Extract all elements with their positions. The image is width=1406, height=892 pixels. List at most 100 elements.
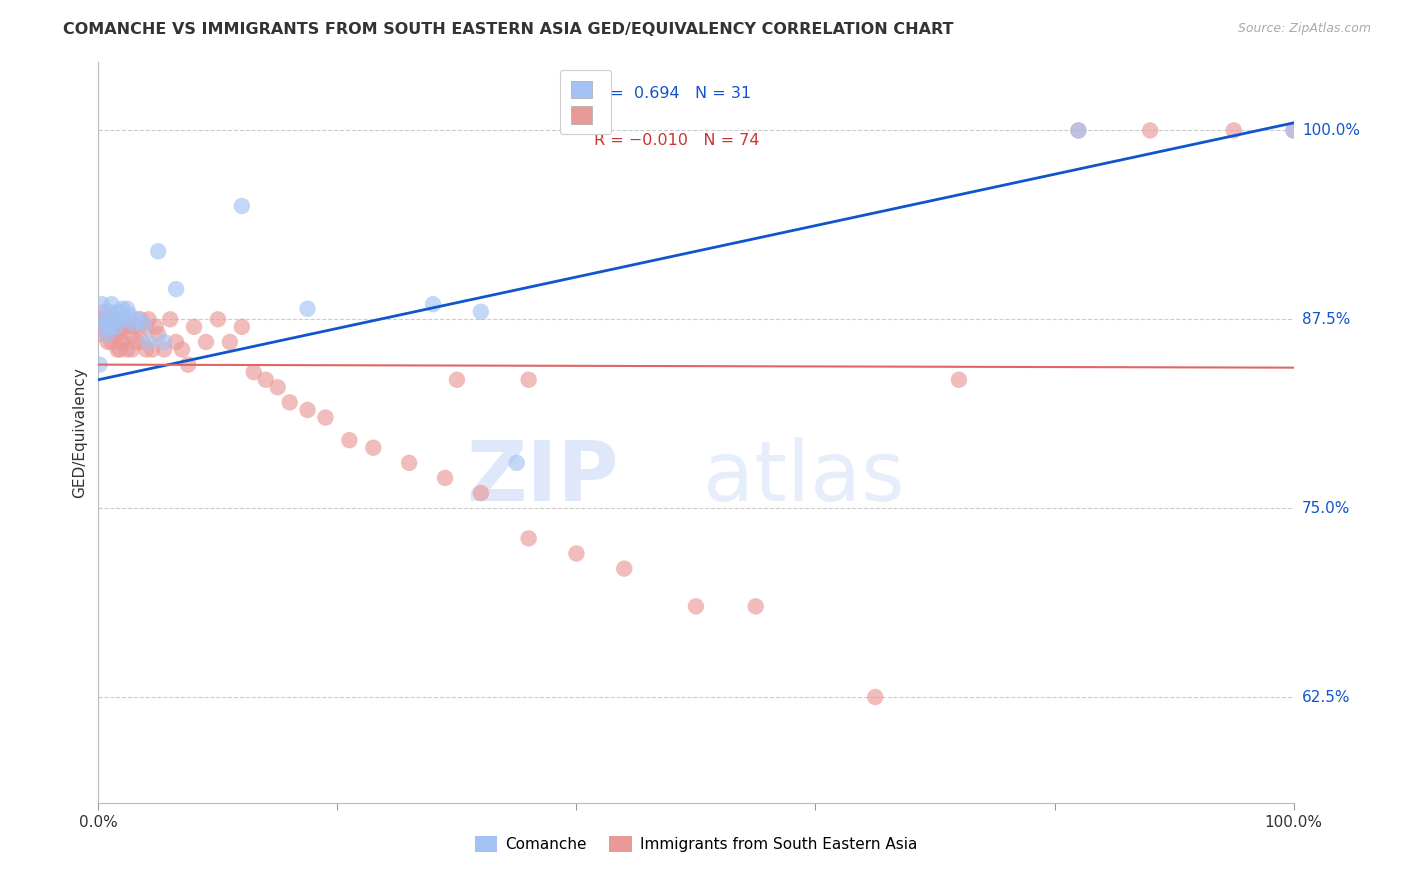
Point bbox=[138, 312, 160, 326]
Point bbox=[434, 471, 457, 485]
Point bbox=[107, 304, 129, 318]
Point bbox=[108, 343, 131, 357]
Point bbox=[117, 319, 139, 334]
Point bbox=[1067, 123, 1090, 137]
Point bbox=[111, 301, 134, 316]
Point bbox=[172, 343, 194, 357]
Point bbox=[107, 343, 129, 357]
Text: 100.0%: 100.0% bbox=[1302, 123, 1360, 138]
Point bbox=[422, 297, 444, 311]
Point bbox=[97, 319, 120, 334]
Point bbox=[98, 319, 122, 334]
Point bbox=[141, 343, 163, 357]
Point bbox=[93, 312, 115, 326]
Point bbox=[153, 343, 176, 357]
Point bbox=[165, 282, 187, 296]
Point bbox=[120, 327, 142, 342]
Point bbox=[98, 319, 122, 334]
Point bbox=[105, 327, 128, 342]
Point bbox=[138, 334, 160, 349]
Point bbox=[103, 319, 125, 334]
Text: ZIP: ZIP bbox=[465, 436, 619, 517]
Point bbox=[297, 301, 319, 316]
Point bbox=[91, 297, 114, 311]
Point bbox=[267, 380, 290, 394]
Point bbox=[91, 319, 114, 334]
Point bbox=[231, 319, 253, 334]
Point bbox=[94, 312, 117, 326]
Point bbox=[98, 312, 122, 326]
Point bbox=[1223, 123, 1246, 137]
Point bbox=[91, 319, 114, 334]
Point bbox=[948, 373, 970, 387]
Point bbox=[148, 244, 170, 259]
Point bbox=[105, 319, 128, 334]
Point bbox=[446, 373, 468, 387]
Point bbox=[129, 312, 152, 326]
Point bbox=[398, 456, 420, 470]
Point bbox=[96, 319, 118, 334]
Point bbox=[100, 297, 122, 311]
Point bbox=[565, 547, 588, 561]
Point bbox=[132, 317, 155, 331]
Point bbox=[219, 334, 242, 349]
Point bbox=[89, 327, 111, 342]
Point bbox=[148, 327, 170, 342]
Point bbox=[207, 312, 229, 326]
Point bbox=[243, 365, 266, 379]
Point bbox=[115, 343, 138, 357]
Point bbox=[613, 561, 636, 575]
Point bbox=[339, 433, 361, 447]
Point bbox=[685, 599, 707, 614]
Text: 62.5%: 62.5% bbox=[1302, 690, 1350, 705]
Point bbox=[98, 327, 121, 342]
Point bbox=[315, 410, 337, 425]
Point bbox=[506, 456, 529, 470]
Text: Source: ZipAtlas.com: Source: ZipAtlas.com bbox=[1237, 22, 1371, 36]
Point bbox=[107, 319, 129, 334]
Text: R =  0.694   N = 31: R = 0.694 N = 31 bbox=[595, 87, 752, 101]
Point bbox=[114, 312, 136, 326]
Point bbox=[745, 599, 768, 614]
Point bbox=[94, 319, 117, 334]
Point bbox=[118, 308, 141, 322]
Point bbox=[1282, 123, 1305, 137]
Point bbox=[1067, 123, 1090, 137]
Text: 75.0%: 75.0% bbox=[1302, 500, 1350, 516]
Point bbox=[470, 304, 492, 318]
Legend: Comanche, Immigrants from South Eastern Asia: Comanche, Immigrants from South Eastern … bbox=[468, 830, 924, 858]
Point bbox=[153, 334, 176, 349]
Point bbox=[108, 312, 131, 326]
Point bbox=[93, 319, 115, 334]
Point bbox=[103, 312, 125, 326]
Point bbox=[115, 301, 138, 316]
Point bbox=[110, 334, 132, 349]
Point bbox=[135, 343, 157, 357]
Point bbox=[111, 319, 134, 334]
Point bbox=[89, 358, 111, 372]
Point bbox=[98, 304, 121, 318]
Point bbox=[101, 327, 124, 342]
Point bbox=[112, 334, 135, 349]
Text: R = −0.010   N = 74: R = −0.010 N = 74 bbox=[595, 133, 759, 148]
Point bbox=[177, 358, 200, 372]
Point bbox=[195, 334, 218, 349]
Point bbox=[93, 304, 115, 318]
Point bbox=[97, 312, 120, 326]
Text: 87.5%: 87.5% bbox=[1302, 312, 1350, 326]
Point bbox=[125, 334, 148, 349]
Point bbox=[517, 532, 540, 546]
Point bbox=[278, 395, 301, 409]
Point bbox=[100, 334, 122, 349]
Point bbox=[97, 334, 120, 349]
Point bbox=[159, 312, 181, 326]
Point bbox=[124, 317, 146, 331]
Point bbox=[254, 373, 277, 387]
Point bbox=[128, 319, 150, 334]
Point bbox=[121, 343, 143, 357]
Point bbox=[363, 441, 385, 455]
Point bbox=[114, 312, 136, 326]
Point bbox=[135, 319, 157, 334]
Point bbox=[127, 312, 149, 326]
Point bbox=[297, 403, 319, 417]
